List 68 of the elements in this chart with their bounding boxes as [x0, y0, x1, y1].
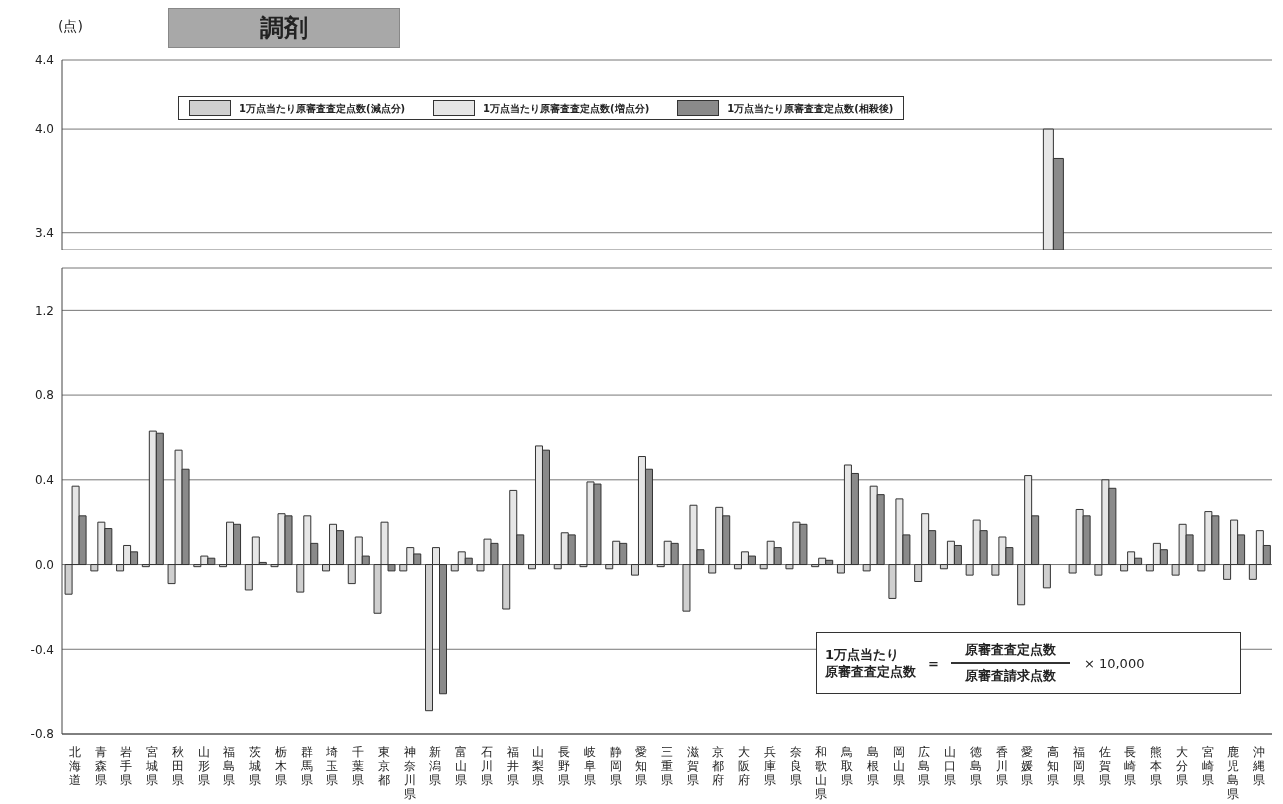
x-tick-label: 秋田県: [171, 745, 184, 787]
x-tick-label: 高知県: [1047, 745, 1060, 787]
x-tick-label: 福島県: [223, 745, 236, 787]
legend-label: 1万点当たり原審査査定点数(増点分): [483, 101, 650, 115]
annotation: × 10,000: [1083, 655, 1145, 671]
x-tick-label: 神奈川県: [403, 745, 416, 801]
x-tick-label: 岡山県: [892, 745, 905, 787]
y-tick-label: 0.4: [34, 473, 54, 488]
chart-title: 調剤: [168, 8, 400, 48]
y-tick-label: -0.8: [30, 727, 54, 742]
x-tick-label: 長野県: [558, 745, 571, 787]
x-tick-label: 岩手県: [120, 745, 133, 787]
annotation: =: [928, 655, 939, 671]
x-tick-label: 茨城県: [248, 745, 262, 787]
x-tick-label: 山梨県: [532, 745, 545, 787]
x-tick-label: 佐賀県: [1098, 745, 1111, 787]
y-tick-label: 4.0: [34, 122, 54, 137]
x-tick-label: 愛知県: [635, 745, 648, 787]
y-tick-label: 4.4: [34, 53, 54, 68]
x-tick-label: 東京都: [377, 745, 390, 787]
annotation: 原審査査定点数: [825, 663, 916, 680]
x-tick-label: 徳島県: [969, 745, 982, 787]
x-tick-label: 香川県: [995, 745, 1008, 787]
x-tick-label: 静岡県: [609, 745, 622, 787]
x-tick-label: 三重県: [661, 745, 673, 787]
x-tick-label: 鹿児島県: [1227, 745, 1240, 801]
y-tick-label: 0.0: [34, 557, 54, 572]
y-tick-label: 3.4: [34, 225, 54, 240]
x-tick-label: 埼玉県: [325, 745, 339, 787]
legend-label: 1万点当たり原審査査定点数(減点分): [239, 101, 406, 115]
x-tick-label: 奈良県: [789, 745, 802, 787]
x-tick-label: 山形県: [197, 745, 210, 787]
x-tick-label: 京都府: [712, 745, 725, 787]
x-tick-label: 兵庫県: [763, 745, 776, 787]
x-tick-label: 大分県: [1175, 745, 1188, 787]
x-tick-label: 長崎県: [1124, 745, 1137, 787]
x-tick-label: 大阪府: [738, 745, 751, 787]
y-axis-title: (点): [58, 18, 83, 36]
y-tick-label: 0.8: [34, 388, 54, 403]
x-tick-label: 福岡県: [1072, 745, 1085, 787]
x-tick-label: 宮崎県: [1201, 745, 1214, 787]
y-tick-label: -0.4: [30, 642, 54, 657]
x-tick-label: 群馬県: [299, 745, 313, 787]
x-tick-label: 滋賀県: [686, 745, 699, 787]
x-tick-label: 沖縄県: [1252, 745, 1266, 787]
x-tick-label: 鳥取県: [840, 745, 854, 787]
x-tick-label: 島根県: [866, 745, 879, 787]
x-tick-label: 富山県: [455, 745, 468, 787]
x-tick-label: 広島県: [918, 745, 931, 787]
annotation: 原審査請求点数: [950, 662, 1070, 685]
x-tick-label: 愛媛県: [1021, 745, 1034, 787]
y-tick-label: 1.2: [34, 303, 54, 318]
x-tick-label: 新潟県: [429, 745, 442, 787]
x-tick-label: 山口県: [944, 745, 957, 787]
legend-label: 1万点当たり原審査査定点数(相殺後): [727, 101, 894, 115]
x-tick-label: 栃木県: [274, 745, 287, 787]
x-tick-label: 熊本県: [1150, 745, 1163, 787]
annotation: 原審査査定点数: [963, 641, 1057, 659]
x-tick-label: 北海道: [68, 745, 81, 787]
annotation: 1万点当たり: [825, 646, 901, 663]
x-tick-label: 福井県: [506, 745, 519, 787]
x-tick-label: 千葉県: [352, 745, 365, 787]
x-tick-label: 岐阜県: [583, 745, 596, 787]
x-tick-label: 和歌山県: [815, 745, 828, 801]
x-tick-label: 宮城県: [145, 745, 159, 787]
x-tick-label: 青森県: [94, 745, 107, 787]
bar: [1042, 564, 1051, 589]
x-tick-label: 石川県: [480, 745, 493, 787]
